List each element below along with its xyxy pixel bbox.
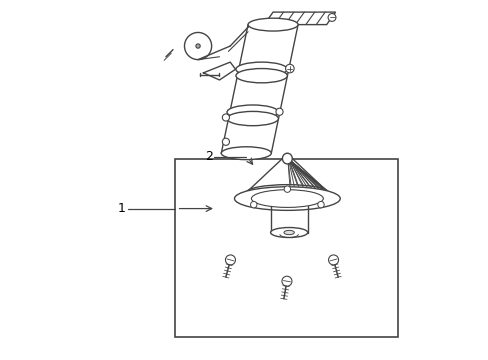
Circle shape <box>327 14 335 21</box>
Ellipse shape <box>282 153 292 164</box>
Ellipse shape <box>221 147 271 159</box>
Ellipse shape <box>270 228 307 238</box>
Circle shape <box>285 64 294 73</box>
Circle shape <box>250 202 256 208</box>
Ellipse shape <box>251 190 323 207</box>
Circle shape <box>275 108 283 115</box>
Ellipse shape <box>246 185 328 201</box>
Circle shape <box>184 32 211 60</box>
Ellipse shape <box>247 18 298 31</box>
Polygon shape <box>264 12 335 24</box>
Circle shape <box>282 276 291 286</box>
Circle shape <box>222 138 229 145</box>
Bar <box>175 158 397 337</box>
Ellipse shape <box>235 62 287 76</box>
Ellipse shape <box>226 111 278 126</box>
Ellipse shape <box>226 105 278 119</box>
Ellipse shape <box>234 187 340 210</box>
Circle shape <box>317 202 324 208</box>
Circle shape <box>196 44 200 48</box>
Ellipse shape <box>235 68 287 83</box>
Ellipse shape <box>284 230 294 235</box>
Circle shape <box>225 255 235 265</box>
Text: 1: 1 <box>117 202 125 215</box>
Text: 2: 2 <box>204 150 212 163</box>
Circle shape <box>284 186 290 192</box>
Circle shape <box>328 255 338 265</box>
Circle shape <box>222 114 229 121</box>
